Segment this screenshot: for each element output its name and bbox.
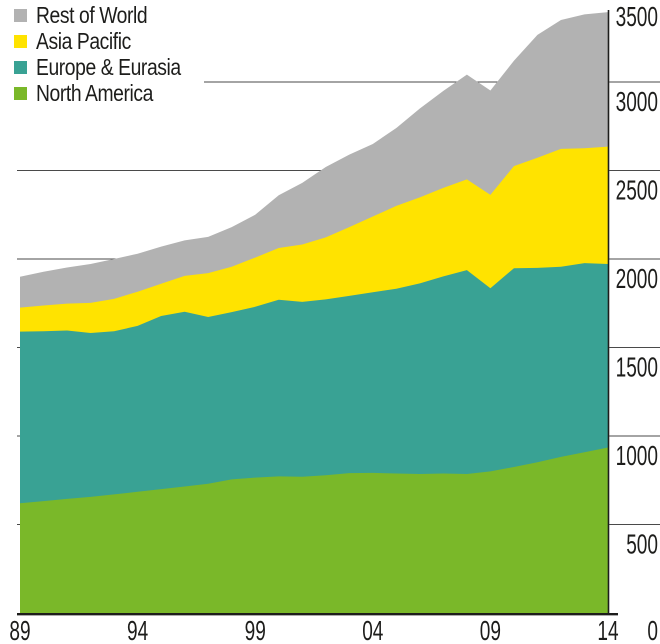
x-tick-label: 09 bbox=[480, 615, 501, 644]
y-tick-label: 0 bbox=[647, 615, 658, 644]
y-tick-label: 1500 bbox=[616, 352, 658, 383]
europe-eurasia-swatch-icon bbox=[14, 60, 27, 74]
y-tick-label: 2000 bbox=[616, 263, 658, 294]
x-tick-label: 14 bbox=[597, 615, 618, 644]
area-north-america bbox=[20, 447, 608, 613]
legend: Rest of World Asia Pacific Europe & Eura… bbox=[0, 2, 204, 106]
legend-label: Asia Pacific bbox=[36, 27, 131, 54]
y-tick-label: 500 bbox=[626, 529, 658, 560]
legend-item-rest-of-world: Rest of World bbox=[0, 2, 204, 28]
legend-label: Europe & Eurasia bbox=[36, 53, 181, 80]
north-america-swatch-icon bbox=[14, 86, 27, 100]
x-tick-label: 94 bbox=[127, 615, 148, 644]
legend-label: North America bbox=[36, 79, 153, 106]
legend-item-asia-pacific: Asia Pacific bbox=[0, 28, 204, 54]
legend-item-europe-eurasia: Europe & Eurasia bbox=[0, 54, 204, 80]
x-tick-label: 99 bbox=[245, 615, 266, 644]
x-tick-label: 04 bbox=[362, 615, 383, 644]
x-tick-label: 89 bbox=[9, 615, 30, 644]
y-tick-label: 3000 bbox=[616, 86, 658, 117]
rest-of-world-swatch-icon bbox=[14, 8, 27, 22]
y-tick-label: 1000 bbox=[616, 440, 658, 471]
legend-label: Rest of World bbox=[36, 1, 148, 28]
y-tick-label: 3500 bbox=[616, 1, 658, 32]
asia-pacific-swatch-icon bbox=[14, 34, 27, 48]
y-tick-label: 2500 bbox=[616, 175, 658, 206]
legend-item-north-america: North America bbox=[0, 80, 204, 106]
